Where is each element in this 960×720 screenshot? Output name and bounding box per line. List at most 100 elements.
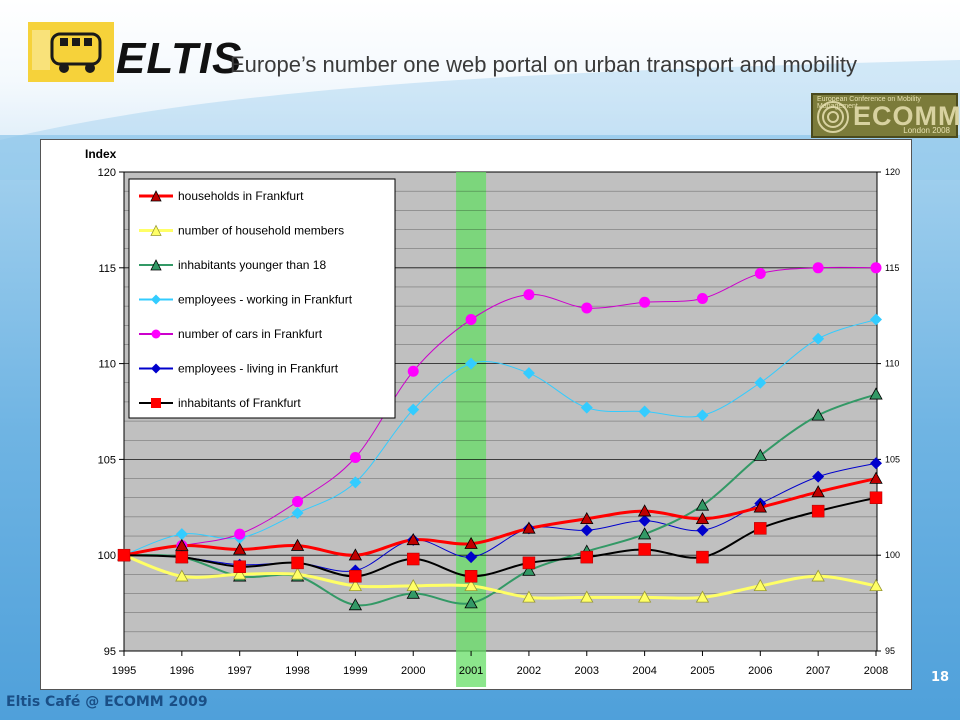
- data-point-young: [464, 596, 478, 609]
- ecomm-logo: European Conference on Mobility Manageme…: [811, 93, 960, 138]
- data-point-household_members: [464, 579, 478, 592]
- data-point-cars: [696, 292, 708, 304]
- y-tick-label: 115: [98, 263, 116, 275]
- data-point-households: [695, 511, 710, 524]
- line-chart: 95 100 105 110 115 120 95 100 105 110 115 120 Index 1…: [85, 147, 900, 687]
- y2-tick-label: 100: [885, 550, 900, 560]
- data-point-household_members: [233, 567, 247, 580]
- data-point-inhabitants: [580, 550, 594, 564]
- legend-marker-household_members: [150, 224, 162, 236]
- data-point-cars: [407, 365, 419, 377]
- y-tick-label: 120: [98, 167, 116, 179]
- x-tick-label: 2005: [690, 665, 714, 677]
- data-point-employees_working: [349, 476, 362, 489]
- data-point-inhabitants: [754, 522, 767, 535]
- y-tick-label: 95: [104, 646, 116, 658]
- page-number: 18: [931, 670, 950, 685]
- data-point-inhabitants: [696, 550, 709, 564]
- highlight-band-2001: [456, 172, 487, 687]
- data-point-household_members: [522, 590, 536, 603]
- data-point-household_members: [580, 590, 594, 603]
- ecomm-top-text: European Conference on Mobility Manageme…: [817, 96, 921, 110]
- data-point-young: [637, 527, 652, 540]
- data-point-young: [522, 563, 536, 576]
- data-point-household_members: [348, 579, 363, 592]
- x-tick-label: 1998: [285, 665, 309, 677]
- legend-label-employees_living: employees - living in Frankfurt: [178, 362, 339, 376]
- data-point-employees_living: [638, 514, 651, 527]
- data-point-cars: [754, 268, 766, 280]
- data-point-employees_working: [870, 313, 882, 326]
- legend-label-inhabitants: inhabitants of Frankfurt: [178, 396, 301, 410]
- bus-icon: [28, 22, 114, 82]
- spiral-icon: [817, 101, 849, 133]
- series-line-employees_working: [123, 319, 877, 556]
- data-point-inhabitants: [291, 556, 304, 570]
- data-point-inhabitants: [117, 548, 131, 562]
- data-point-employees_working: [522, 367, 535, 380]
- data-point-employees_working: [407, 403, 420, 416]
- y-tick-label: 105: [98, 454, 116, 466]
- data-point-cars: [234, 528, 246, 540]
- data-point-households: [464, 536, 478, 549]
- data-point-households: [522, 521, 536, 534]
- data-point-employees_working: [465, 357, 478, 370]
- data-point-household_members: [175, 569, 189, 582]
- chart-frame: 95 100 105 110 115 120 95 100 105 110 115 120 Index 1…: [40, 139, 912, 690]
- data-point-households: [637, 504, 652, 517]
- data-point-cars: [465, 314, 477, 326]
- series-line-cars: [123, 266, 877, 556]
- data-point-household_members: [290, 567, 305, 580]
- y2-tick-label: 105: [885, 454, 900, 464]
- data-point-households: [348, 548, 363, 561]
- data-point-household_members: [753, 579, 767, 592]
- data-point-employees_working: [580, 401, 593, 414]
- data-point-inhabitants: [522, 556, 536, 570]
- legend-marker-inhabitants: [151, 398, 161, 408]
- data-point-young: [348, 598, 363, 611]
- data-point-households: [290, 538, 305, 551]
- data-point-household_members: [695, 590, 710, 603]
- data-point-young: [695, 498, 710, 511]
- header-banner: [0, 0, 960, 135]
- data-point-employees_working: [638, 405, 651, 418]
- legend-marker-households: [150, 190, 162, 202]
- data-point-cars: [523, 289, 535, 301]
- legend-label-cars: number of cars in Frankfurt: [178, 327, 323, 341]
- legend-marker-employees_working: [151, 294, 161, 305]
- data-point-cars: [581, 302, 593, 314]
- data-point-cars: [349, 451, 361, 463]
- data-point-inhabitants: [638, 543, 651, 556]
- ecomm-sub-text: London 2008: [903, 126, 950, 135]
- data-point-cars: [812, 262, 824, 274]
- data-point-inhabitants: [349, 570, 362, 583]
- legend-marker-employees_living: [151, 363, 161, 374]
- data-point-employees_working: [696, 409, 709, 422]
- x-tick-label: 2004: [632, 665, 656, 677]
- data-point-households: [811, 485, 825, 498]
- data-point-employees_working: [175, 528, 188, 541]
- data-point-young: [869, 387, 883, 400]
- data-point-households: [175, 538, 189, 551]
- y-axis-label: Index: [85, 147, 117, 161]
- data-point-young: [753, 448, 767, 461]
- x-tick-label: 2007: [806, 665, 830, 677]
- data-point-employees_living: [870, 457, 882, 470]
- data-point-household_members: [637, 590, 652, 603]
- data-point-households: [753, 500, 767, 513]
- data-point-young: [811, 408, 825, 421]
- legend-marker-cars: [151, 329, 161, 339]
- x-tick-label: 2001: [459, 665, 483, 677]
- x-tick-label: 1996: [170, 665, 194, 677]
- x-tick-label: 1997: [227, 665, 251, 677]
- legend-label-young: inhabitants younger than 18: [178, 258, 326, 272]
- y2-tick-label: 120: [885, 167, 900, 177]
- data-point-inhabitants: [406, 552, 420, 566]
- data-point-young: [406, 586, 420, 599]
- data-point-households: [233, 542, 247, 555]
- data-point-employees_living: [580, 524, 593, 537]
- x-tick-label: 2003: [575, 665, 599, 677]
- series-line-employees_living: [123, 462, 877, 572]
- data-point-cars: [870, 262, 882, 274]
- data-point-households: [406, 533, 420, 546]
